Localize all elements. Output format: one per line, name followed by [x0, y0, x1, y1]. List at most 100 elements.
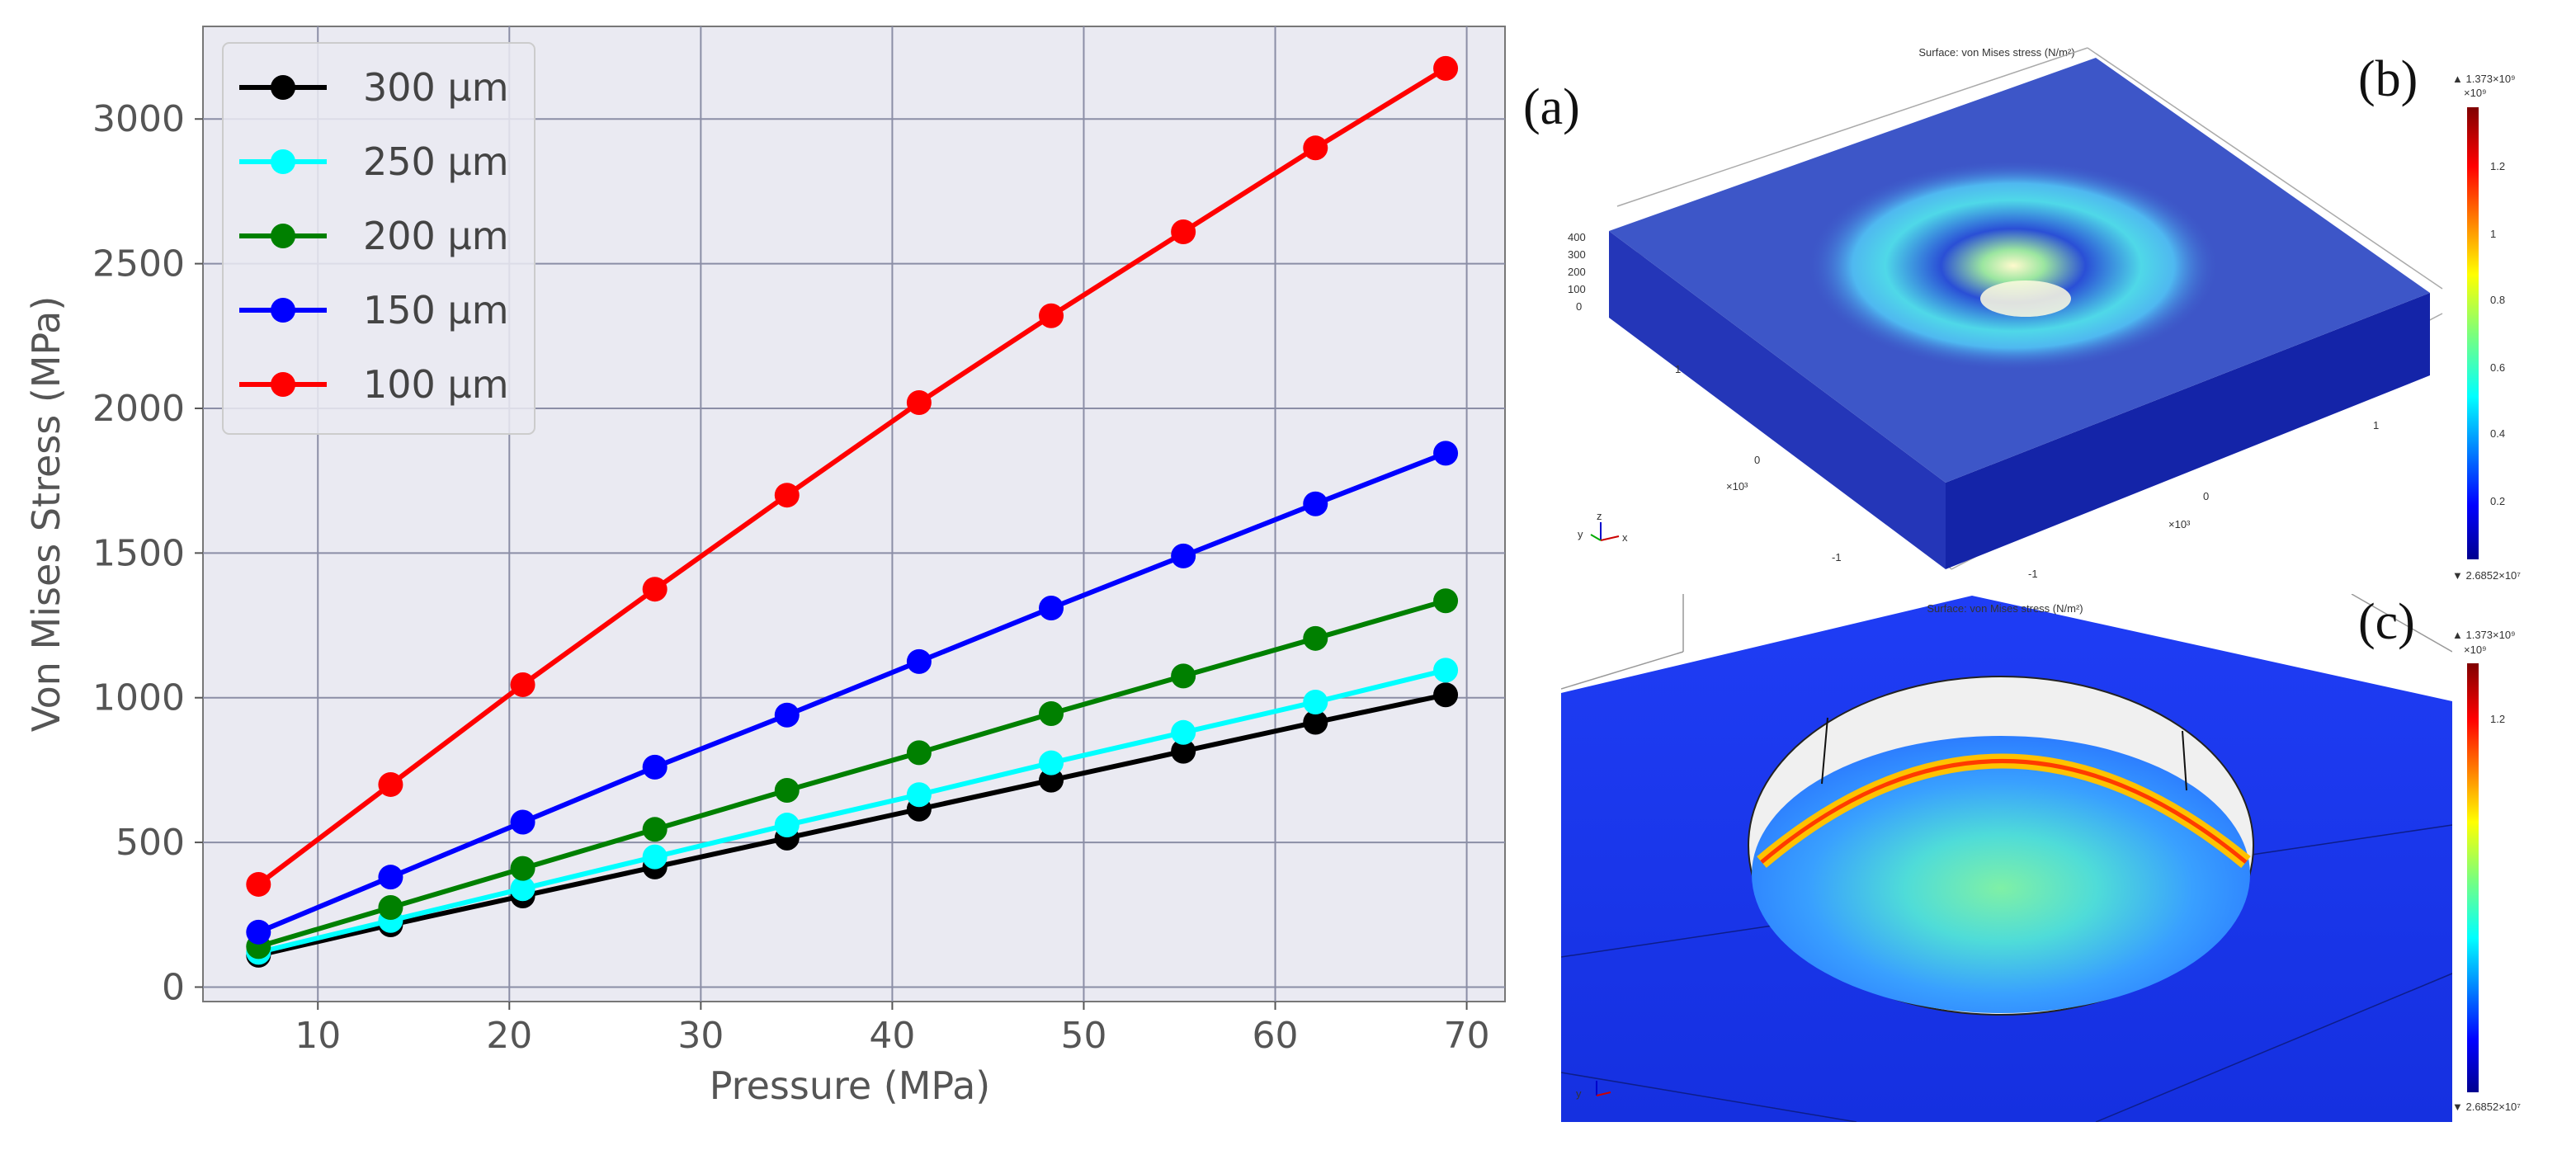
x-tick-label: 10: [295, 1015, 341, 1057]
svg-text:y: y: [1576, 1087, 1582, 1100]
svg-text:1: 1: [2490, 228, 2496, 240]
svg-text:×10³: ×10³: [1726, 480, 1748, 493]
svg-text:0.6: 0.6: [2490, 361, 2505, 374]
colorbar-b-max: ▲ 1.373×10⁹: [2452, 73, 2516, 85]
colorbar-c: ▲ 1.373×10⁹ ×10⁹ 1.2 ▼ 2.6852×10⁷: [2452, 629, 2521, 1113]
legend-marker: [271, 149, 295, 174]
data-point: [1039, 767, 1064, 793]
legend-entry: 250 μm: [239, 139, 509, 184]
legend-entry: 100 μm: [239, 362, 509, 407]
x-tick-label: 70: [1444, 1015, 1490, 1057]
data-point: [378, 771, 403, 797]
data-point: [906, 389, 932, 415]
svg-text:0.8: 0.8: [2490, 294, 2505, 306]
plate-side-right: [1946, 293, 2430, 569]
data-point: [1303, 135, 1328, 161]
legend-label: 200 μm: [363, 214, 509, 258]
height-axis: 400 300 200 100 0: [1568, 231, 1586, 313]
data-point: [1039, 595, 1064, 620]
data-point: [774, 777, 800, 803]
legend-marker: [271, 224, 295, 248]
x-tick-label: 30: [677, 1015, 724, 1057]
svg-text:100: 100: [1568, 283, 1586, 295]
depth-axis: 1 0 ×10³ -1: [1675, 363, 1842, 563]
legend-label: 150 μm: [363, 288, 509, 332]
panel-a-letter: (a): [1523, 79, 1580, 135]
axis-triad-b: z x y: [1578, 510, 1628, 544]
colorbar-c-max: ▲ 1.373×10⁹: [2452, 629, 2516, 641]
panel-c-title: Surface: von Mises stress (N/m²): [1927, 602, 2083, 615]
plate-side-front: [1609, 231, 1946, 569]
data-point: [1433, 441, 1459, 466]
data-point: [1303, 625, 1328, 651]
series-4: [246, 55, 1459, 897]
svg-text:-1: -1: [1832, 551, 1842, 563]
y-axis-label: Von Mises Stress (MPa): [24, 296, 68, 733]
svg-text:y: y: [1578, 528, 1583, 540]
closeup-box-lines: [1561, 594, 2452, 690]
colorbar-c-gradient: [2467, 663, 2479, 1092]
data-point: [510, 809, 535, 835]
panel-b-letter: (b): [2358, 51, 2418, 107]
data-point: [1433, 682, 1459, 708]
svg-text:1: 1: [2373, 419, 2379, 431]
y-tick-label: 1000: [92, 677, 185, 719]
svg-text:200: 200: [1568, 266, 1586, 278]
data-point: [774, 702, 800, 728]
series-line: [257, 598, 1446, 950]
data-point: [1039, 303, 1064, 328]
data-point: [906, 740, 932, 766]
data-point: [1171, 719, 1196, 745]
y-tick-label: 0: [162, 966, 185, 1008]
stress-vs-pressure-chart: 10 20 30 40 50 60 70 050010001500200025003000 …: [24, 26, 1506, 1108]
colorbar-b-exp: ×10⁹: [2464, 87, 2487, 99]
legend-marker: [271, 298, 295, 323]
series-1: [246, 658, 1459, 965]
data-point: [1039, 750, 1064, 776]
data-point: [1433, 55, 1459, 81]
data-point: [774, 813, 800, 838]
well-interior: [1752, 736, 2250, 1013]
series-3: [246, 441, 1459, 945]
series-line: [257, 692, 1446, 958]
data-point: [1171, 663, 1196, 689]
legend-marker: [271, 75, 295, 100]
panel-c-letter: (c): [2358, 594, 2415, 650]
colorbar-c-min: ▼ 2.6852×10⁷: [2452, 1101, 2521, 1113]
legend-entry: 150 μm: [239, 288, 509, 332]
svg-text:1.2: 1.2: [2490, 160, 2505, 172]
series-2: [246, 588, 1459, 959]
legend-entry: 200 μm: [239, 214, 509, 258]
data-point: [642, 844, 668, 870]
x-tick-label: 60: [1253, 1015, 1299, 1057]
y-tick-label: 1500: [92, 532, 185, 574]
panel-b-title: Surface: von Mises stress (N/m²): [1918, 46, 2074, 59]
data-point: [246, 919, 271, 945]
legend-marker: [271, 372, 295, 397]
data-point: [642, 817, 668, 842]
svg-text:0.4: 0.4: [2490, 427, 2505, 440]
y-tick-label: 2500: [92, 243, 185, 285]
data-point: [378, 865, 403, 890]
data-point: [1171, 738, 1196, 764]
legend-label: 300 μm: [363, 65, 509, 110]
svg-text:×10³: ×10³: [2168, 518, 2191, 530]
data-point: [510, 672, 535, 697]
panel-b-3d-plate: (a) (b) Surface: von Mises stress (N/m²)…: [1523, 46, 2521, 582]
data-point: [906, 648, 932, 674]
data-point: [1303, 491, 1328, 516]
svg-text:300: 300: [1568, 248, 1586, 261]
y-axis-ticks: 0 500 1000 1500 2000 2500 3000: [92, 98, 203, 1008]
svg-text:0: 0: [2203, 490, 2209, 502]
data-point: [642, 754, 668, 780]
svg-text:-1: -1: [2028, 568, 2038, 580]
y-tick-label: 500: [116, 822, 185, 864]
x-axis-ticks: 10 20 30 40 50 60 70: [295, 1002, 1490, 1057]
x-tick-label: 50: [1060, 1015, 1106, 1057]
data-point: [1171, 543, 1196, 568]
svg-text:1.2: 1.2: [2490, 713, 2505, 725]
stress-ring: [1807, 160, 2220, 371]
series-line: [257, 450, 1447, 935]
data-point: [246, 871, 271, 897]
